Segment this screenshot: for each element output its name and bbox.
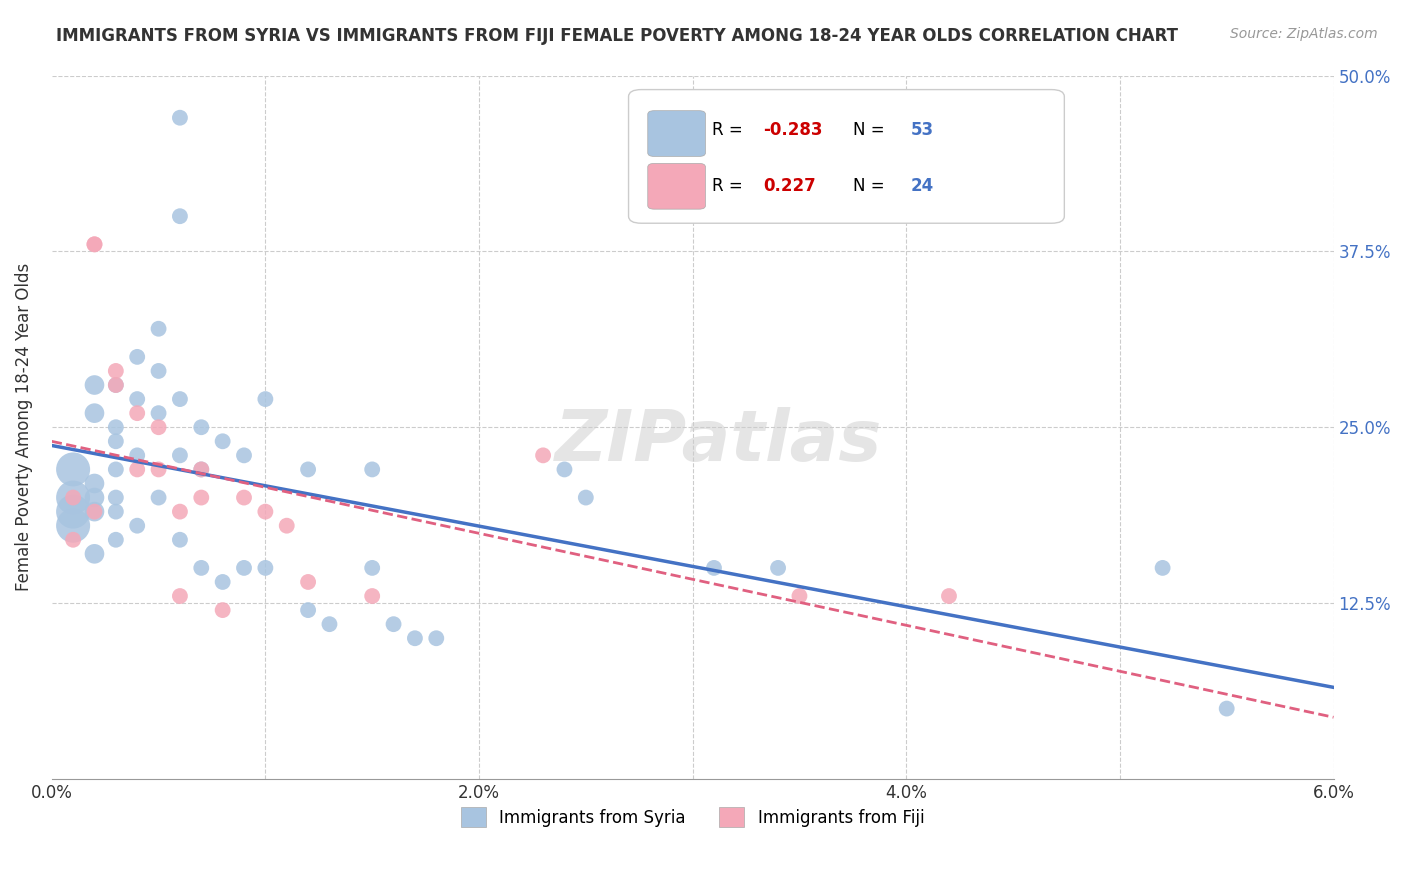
Point — [104, 491, 127, 505]
Point — [148, 420, 170, 434]
Point — [148, 462, 170, 476]
Point — [104, 378, 127, 392]
Point — [148, 364, 170, 378]
Point — [233, 561, 256, 575]
Point — [83, 491, 105, 505]
Point — [127, 448, 149, 462]
Text: R =: R = — [711, 121, 748, 139]
Point — [62, 491, 84, 505]
Point — [190, 462, 212, 476]
Point — [575, 491, 598, 505]
Point — [297, 462, 319, 476]
Point — [276, 518, 298, 533]
Point — [169, 448, 191, 462]
Point — [83, 237, 105, 252]
Point — [104, 533, 127, 547]
Point — [211, 603, 233, 617]
Point — [297, 603, 319, 617]
Point — [169, 111, 191, 125]
Point — [83, 406, 105, 420]
Point — [83, 476, 105, 491]
Point — [425, 632, 447, 646]
Text: N =: N = — [853, 177, 890, 195]
Point — [83, 378, 105, 392]
Point — [62, 505, 84, 519]
Point — [104, 434, 127, 449]
Text: 53: 53 — [911, 121, 934, 139]
Text: R =: R = — [711, 177, 748, 195]
Point — [361, 561, 384, 575]
Point — [254, 505, 277, 519]
Legend: Immigrants from Syria, Immigrants from Fiji: Immigrants from Syria, Immigrants from F… — [454, 800, 931, 834]
Point — [1215, 701, 1237, 715]
Point — [211, 574, 233, 589]
Point — [62, 518, 84, 533]
Point — [703, 561, 725, 575]
Point — [62, 462, 84, 476]
Point — [169, 209, 191, 223]
Text: IMMIGRANTS FROM SYRIA VS IMMIGRANTS FROM FIJI FEMALE POVERTY AMONG 18-24 YEAR OL: IMMIGRANTS FROM SYRIA VS IMMIGRANTS FROM… — [56, 27, 1178, 45]
Point — [211, 434, 233, 449]
Point — [104, 378, 127, 392]
Point — [148, 491, 170, 505]
Point — [127, 350, 149, 364]
Point — [83, 237, 105, 252]
Point — [104, 505, 127, 519]
FancyBboxPatch shape — [628, 89, 1064, 223]
Point — [233, 448, 256, 462]
Point — [169, 505, 191, 519]
Point — [83, 505, 105, 519]
Point — [83, 547, 105, 561]
Point — [127, 392, 149, 406]
Point — [531, 448, 554, 462]
Point — [254, 561, 277, 575]
Point — [169, 589, 191, 603]
Point — [190, 491, 212, 505]
Point — [83, 505, 105, 519]
Point — [62, 533, 84, 547]
FancyBboxPatch shape — [648, 163, 706, 209]
Y-axis label: Female Poverty Among 18-24 Year Olds: Female Poverty Among 18-24 Year Olds — [15, 263, 32, 591]
Point — [318, 617, 340, 632]
Point — [190, 462, 212, 476]
Point — [127, 462, 149, 476]
Point — [169, 533, 191, 547]
Point — [553, 462, 575, 476]
Point — [104, 420, 127, 434]
Point — [297, 574, 319, 589]
Point — [1152, 561, 1174, 575]
Point — [169, 392, 191, 406]
Point — [233, 491, 256, 505]
Point — [148, 406, 170, 420]
Point — [938, 589, 960, 603]
Point — [104, 462, 127, 476]
Point — [127, 518, 149, 533]
Text: -0.283: -0.283 — [763, 121, 823, 139]
Text: ZIPatlas: ZIPatlas — [554, 407, 882, 475]
Point — [254, 392, 277, 406]
Point — [62, 491, 84, 505]
Point — [127, 406, 149, 420]
Point — [361, 589, 384, 603]
Text: 0.227: 0.227 — [763, 177, 815, 195]
Text: N =: N = — [853, 121, 890, 139]
Point — [382, 617, 405, 632]
Point — [404, 632, 426, 646]
FancyBboxPatch shape — [648, 111, 706, 156]
Point — [148, 322, 170, 336]
Point — [361, 462, 384, 476]
Text: 24: 24 — [911, 177, 934, 195]
Point — [104, 364, 127, 378]
Point — [789, 589, 811, 603]
Point — [190, 561, 212, 575]
Point — [190, 420, 212, 434]
Text: Source: ZipAtlas.com: Source: ZipAtlas.com — [1230, 27, 1378, 41]
Point — [766, 561, 789, 575]
